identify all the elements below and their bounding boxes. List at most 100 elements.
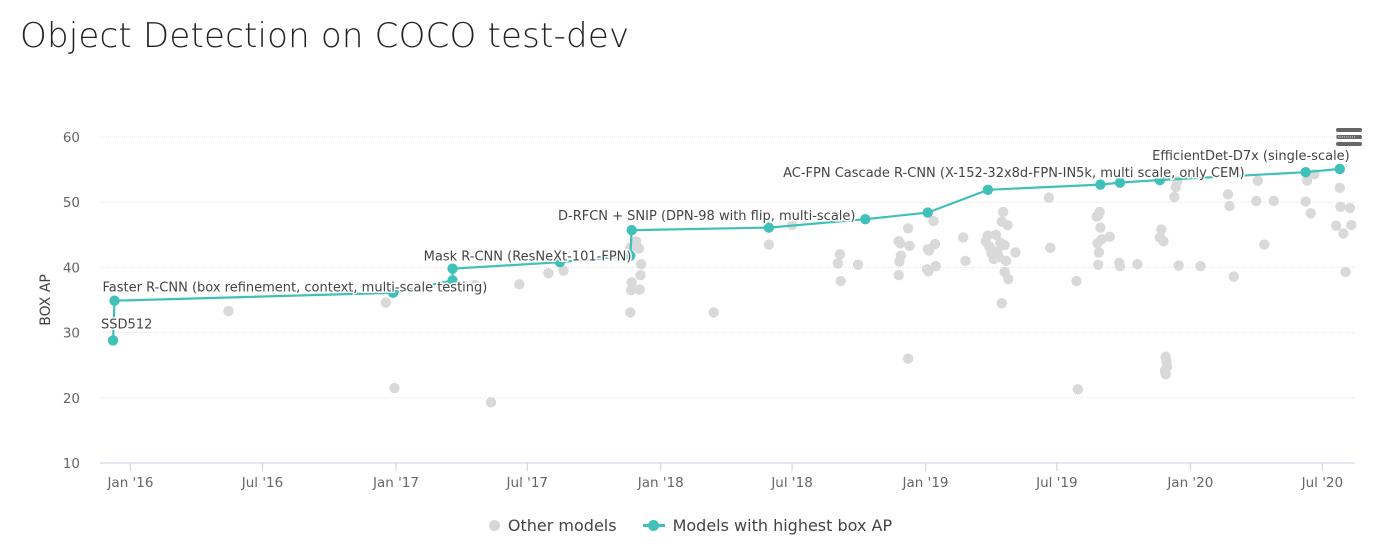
other-model-point: [1043, 192, 1055, 203]
other-model-point: [1003, 273, 1014, 285]
other-model-point: [1334, 182, 1345, 194]
best-model-point: [1095, 179, 1106, 190]
best-model-point: [387, 287, 399, 299]
legend-item-best-models[interactable]: Models with highest box AP: [642, 516, 893, 535]
other-model-point: [485, 397, 497, 408]
x-tick-label: Jul '17: [506, 475, 548, 491]
best-model-point: [1154, 174, 1166, 186]
annotation-label: Mask R-CNN (ResNeXt-101-FPN): [424, 250, 632, 265]
other-model-point: [1335, 201, 1346, 212]
chart-legend: Other models Models with highest box AP: [0, 516, 1381, 535]
other-model-point: [223, 305, 234, 317]
x-tick-label: Jul '16: [241, 475, 283, 491]
best-model-point: [922, 207, 933, 218]
other-model-point: [1092, 238, 1103, 249]
other-model-point: [929, 238, 941, 250]
other-model-point: [1224, 200, 1235, 212]
y-tick-label: 20: [63, 391, 80, 407]
axes: 10 20 30 40 50 60 Jan '16 Jul '16 Jan '17 Jul '17…: [38, 130, 1355, 491]
other-model-point: [1228, 271, 1240, 282]
y-tick-label: 40: [63, 260, 80, 276]
other-model-point: [1000, 255, 1012, 267]
other-model-point: [1169, 191, 1180, 203]
other-model-point: [558, 265, 569, 276]
other-model-point: [1092, 259, 1104, 270]
other-model-point: [902, 223, 914, 234]
other-model-point: [982, 230, 994, 241]
annotation-label: SSD512: [101, 317, 152, 332]
legend-label-other: Other models: [507, 516, 617, 535]
other-model-point: [960, 255, 971, 267]
best-model-point: [626, 225, 637, 236]
best-model-point: [982, 184, 994, 196]
other-model-point: [835, 275, 846, 287]
other-model-point: [1071, 275, 1082, 287]
other-model-point: [1252, 175, 1263, 186]
other-model-point: [1195, 260, 1206, 272]
other-model-point: [1222, 189, 1234, 200]
other-model-point: [1132, 258, 1143, 270]
other-model-point: [1330, 220, 1342, 231]
other-model-point: [763, 239, 775, 250]
other-model-point: [1114, 260, 1126, 272]
annotation-label: EfficientDet-D7x (single-scale): [1152, 149, 1350, 164]
other-model-point: [999, 240, 1010, 251]
other-model-point: [1346, 219, 1357, 231]
other-model-point: [997, 206, 1009, 218]
best-model-point: [447, 263, 458, 274]
x-tick-label: Jan '20: [1166, 475, 1213, 491]
best-model-point: [1114, 177, 1126, 188]
other-model-point: [1045, 242, 1056, 254]
chart-plot: 10 20 30 40 50 60 Jan '16 Jul '16 Jan '17 Jul '17…: [38, 130, 1357, 491]
y-tick-label: 60: [63, 130, 80, 146]
y-axis-title: BOX AP: [38, 274, 54, 326]
other-model-point: [1160, 369, 1171, 380]
best-model-point: [107, 335, 119, 346]
best-model-point: [1334, 163, 1345, 175]
annotation-label: D-RFCN + SNIP (DPN-98 with flip, multi-s…: [558, 209, 855, 224]
other-model-point: [1301, 175, 1313, 186]
best-model-point: [554, 256, 566, 268]
legend-label-best: Models with highest box AP: [672, 516, 893, 535]
x-tick-label: Jul '19: [1035, 475, 1077, 491]
best-models-series: [107, 163, 1345, 346]
other-model-point: [635, 270, 646, 281]
other-model-point: [1010, 247, 1021, 258]
other-model-point: [990, 229, 1002, 240]
other-model-point: [1072, 384, 1084, 395]
best-model-line: [112, 167, 1340, 341]
legend-marker-grey-dot: [488, 520, 500, 531]
other-model-point: [1002, 219, 1013, 231]
other-models-series: [223, 168, 1357, 408]
other-model-point: [634, 284, 645, 295]
other-model-point: [930, 260, 941, 272]
other-model-point: [852, 259, 864, 270]
other-model-point: [923, 266, 934, 277]
other-model-point: [1251, 195, 1262, 207]
other-model-point: [389, 382, 400, 394]
best-model-point: [1300, 167, 1311, 178]
other-model-point: [1268, 195, 1279, 207]
other-model-point: [1094, 206, 1105, 218]
other-model-point: [1305, 208, 1316, 219]
other-model-point: [1259, 239, 1270, 250]
legend-item-other-models[interactable]: Other models: [488, 516, 617, 535]
other-model-point: [1104, 231, 1116, 242]
x-tick-label: Jan '19: [902, 475, 949, 491]
x-tick-label: Jul '20: [1301, 475, 1343, 491]
x-tick-label: Jan '17: [372, 475, 419, 491]
x-tick-label: Jan '18: [637, 475, 684, 491]
other-model-point: [1340, 266, 1351, 278]
y-tick-label: 50: [63, 195, 80, 211]
other-model-point: [894, 256, 905, 267]
other-model-point: [626, 277, 637, 288]
other-model-point: [380, 297, 392, 308]
x-tick-label: Jul '18: [770, 475, 812, 491]
annotation-label: AC-FPN Cascade R-CNN (X-152-32x8d-FPN-IN…: [783, 166, 1244, 181]
other-model-point: [1095, 222, 1106, 233]
other-model-point: [469, 279, 481, 291]
other-model-point: [834, 249, 846, 260]
other-model-point: [633, 243, 645, 254]
other-model-point: [1300, 196, 1311, 207]
other-model-point: [514, 279, 525, 290]
